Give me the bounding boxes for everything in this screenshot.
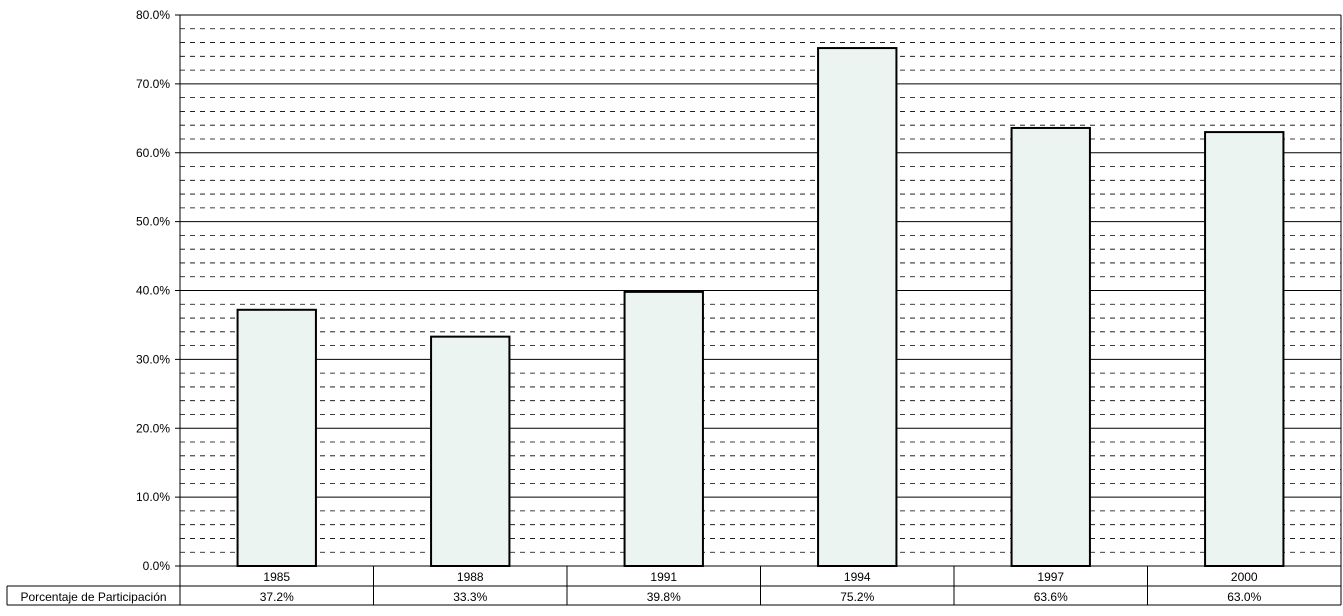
y-tick-label: 50.0% bbox=[136, 215, 170, 229]
x-tick-label: 1991 bbox=[650, 570, 677, 584]
data-label: 63.6% bbox=[1034, 590, 1068, 604]
x-tick-label: 1997 bbox=[1037, 570, 1064, 584]
bar-1997 bbox=[1010, 126, 1091, 568]
series-name-label: Porcentaje de Participación bbox=[20, 590, 166, 604]
data-label: 39.8% bbox=[647, 590, 681, 604]
y-tick-label: 20.0% bbox=[136, 421, 170, 435]
bar-1988 bbox=[430, 335, 511, 567]
y-tick-label: 10.0% bbox=[136, 490, 170, 504]
data-label: 37.2% bbox=[260, 590, 294, 604]
x-tick-label: 1994 bbox=[844, 570, 871, 584]
bar-1991 bbox=[623, 290, 704, 567]
y-tick-label: 0.0% bbox=[143, 559, 171, 573]
bar-2000 bbox=[1204, 131, 1285, 567]
data-label: 63.0% bbox=[1227, 590, 1261, 604]
data-label: 75.2% bbox=[840, 590, 874, 604]
bar-1985 bbox=[236, 308, 317, 567]
y-tick-label: 40.0% bbox=[136, 284, 170, 298]
bar-1994 bbox=[817, 47, 898, 568]
y-tick-labels: 0.0% 10.0% 20.0% 30.0% 40.0% 50.0% 60.0% 70.0% 8… bbox=[136, 8, 180, 573]
y-tick-label: 80.0% bbox=[136, 8, 170, 22]
minor-gridlines bbox=[180, 28, 1341, 553]
x-tick-label: 2000 bbox=[1231, 570, 1258, 584]
y-tick-label: 70.0% bbox=[136, 77, 170, 91]
bars-group bbox=[236, 47, 1285, 568]
y-tick-label: 30.0% bbox=[136, 352, 170, 366]
data-table: 1985 1988 1991 1994 1997 2000 Porcentaje de Pa… bbox=[6, 565, 1342, 606]
x-tick-label: 1985 bbox=[263, 570, 290, 584]
x-tick-label: 1988 bbox=[457, 570, 484, 584]
data-label: 33.3% bbox=[453, 590, 487, 604]
y-tick-label: 60.0% bbox=[136, 146, 170, 160]
